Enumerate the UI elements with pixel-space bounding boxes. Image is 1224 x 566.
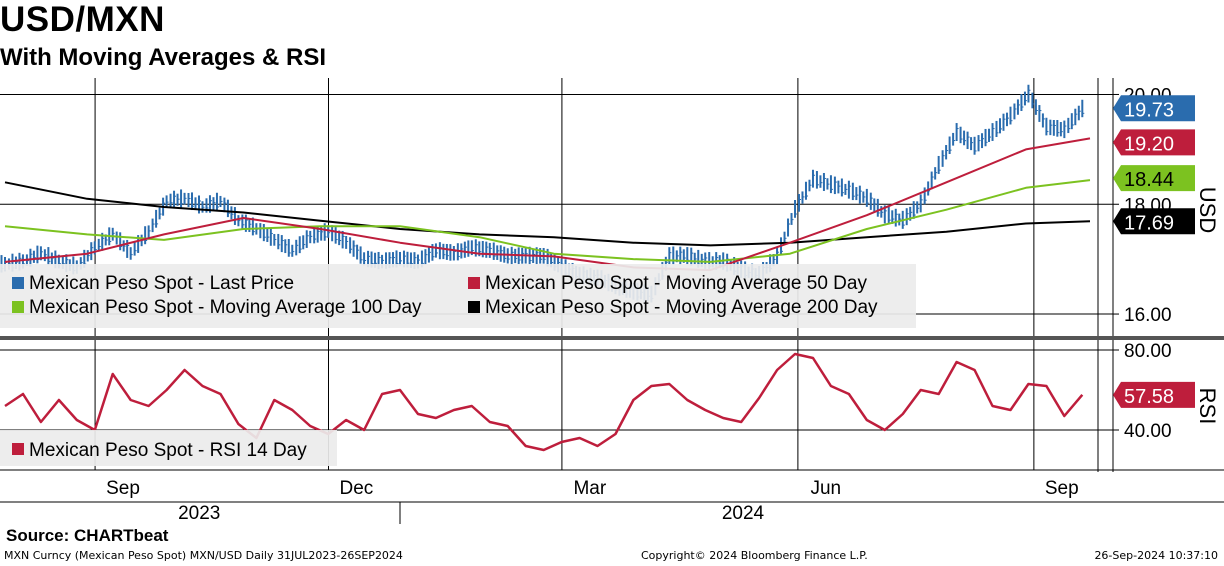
ma100-line [4,179,1091,263]
ma200-line [4,181,1091,247]
legend-label: Mexican Peso Spot - Moving Average 100 D… [29,297,422,318]
legend-label: Mexican Peso Spot - RSI 14 Day [29,440,307,461]
last-value-tag-label: 18.44 [1124,169,1174,191]
x-tick-label: Jun [810,478,841,499]
rsi-last-value-tag-label: 57.58 [1124,386,1174,408]
y-tick-label: 40.00 [1124,421,1172,442]
price-legend-box [0,264,916,328]
price-axis-label: USD [1195,187,1220,233]
ma50-line [4,137,1091,272]
rsi-legend-box [0,430,337,466]
last-value-tag-label: 19.20 [1124,133,1174,155]
rsi-panel [4,352,1084,452]
last-value-tag-label: 19.73 [1124,99,1174,121]
rsi-axis-label: RSI [1195,388,1220,425]
last-value-tag [1113,129,1195,156]
footer-left: MXN Curncy (Mexican Peso Spot) MXN/USD D… [4,549,403,562]
x-tick-label: Mar [573,478,606,499]
last-value-tag [1113,95,1195,122]
legend-swatch [12,277,24,289]
legend-swatch [12,443,24,455]
axis-layer: 16.0018.0020.0040.0080.00USDRSISepDecMar… [106,85,1220,524]
legend-label: Mexican Peso Spot - Moving Average 50 Da… [485,273,867,294]
last-value-tag [1113,165,1195,192]
rsi-last-value-tag [1113,381,1195,408]
source-note: Source: CHARTbeat [6,526,169,545]
rsi-line [4,352,1084,452]
x-tick-label: Dec [340,478,374,499]
page-subtitle: With Moving Averages & RSI [0,44,327,71]
page-title: USD/MXN [0,0,165,39]
year-label: 2024 [722,503,765,524]
legend-label: Mexican Peso Spot - Last Price [29,273,294,294]
panel-separator [0,336,1224,340]
tag-layer: 19.73 19.20 18.44 17.69 57.58 [1113,95,1195,408]
legend-swatch [468,277,480,289]
legend-label: Mexican Peso Spot - Moving Average 200 D… [485,297,878,318]
y-tick-label: 80.00 [1124,341,1172,362]
footer-center: Copyright© 2024 Bloomberg Finance L.P. [641,549,868,562]
last-value-tag-label: 17.69 [1124,212,1174,234]
year-label: 2023 [178,503,220,524]
x-tick-label: Sep [106,478,140,499]
x-tick-label: Sep [1045,478,1079,499]
footer-right: 26-Sep-2024 10:37:10 [1094,549,1218,562]
legend-swatch [468,301,480,313]
legend-layer: Mexican Peso Spot - Last Price Mexican Pe… [0,264,916,466]
y-tick-label: 16.00 [1124,305,1172,326]
last-value-tag [1113,208,1195,235]
legend-swatch [12,301,24,313]
